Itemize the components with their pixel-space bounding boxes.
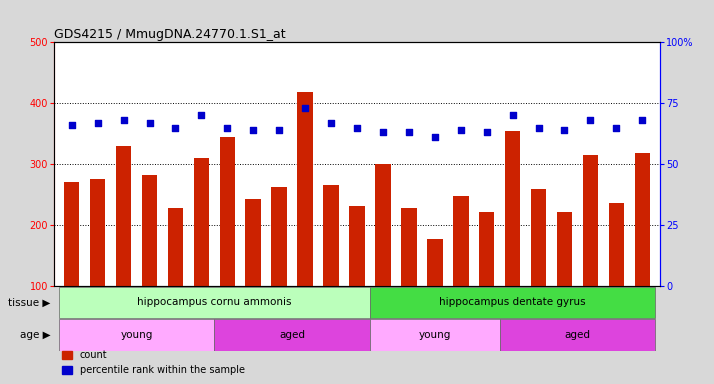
Bar: [90, 179, 106, 286]
Text: age ▶: age ▶: [20, 330, 51, 340]
Bar: [500, 319, 655, 351]
Bar: [635, 153, 650, 286]
Bar: [401, 208, 417, 286]
Bar: [453, 196, 468, 286]
Text: hippocampus dentate gyrus: hippocampus dentate gyrus: [439, 297, 586, 308]
Bar: [168, 208, 183, 286]
Point: [637, 117, 648, 123]
Point: [610, 124, 622, 131]
Bar: [116, 146, 131, 286]
Text: aged: aged: [565, 330, 590, 340]
Bar: [59, 287, 370, 318]
Text: young: young: [418, 330, 451, 340]
Bar: [323, 185, 339, 286]
Point: [273, 127, 285, 133]
Point: [118, 117, 129, 123]
Bar: [142, 175, 157, 286]
Text: hippocampus cornu ammonis: hippocampus cornu ammonis: [137, 297, 291, 308]
Point: [351, 124, 363, 131]
Bar: [64, 182, 79, 286]
Point: [585, 117, 596, 123]
Point: [170, 124, 181, 131]
Point: [66, 122, 77, 128]
Text: tissue ▶: tissue ▶: [8, 297, 51, 308]
Bar: [214, 319, 370, 351]
Bar: [608, 203, 624, 286]
Bar: [246, 199, 261, 286]
Text: GDS4215 / MmugDNA.24770.1.S1_at: GDS4215 / MmugDNA.24770.1.S1_at: [54, 28, 285, 41]
Bar: [297, 92, 313, 286]
Bar: [193, 158, 209, 286]
Text: aged: aged: [279, 330, 305, 340]
Bar: [349, 205, 365, 286]
Legend: count, percentile rank within the sample: count, percentile rank within the sample: [59, 346, 248, 379]
Bar: [557, 212, 572, 286]
Point: [429, 134, 441, 141]
Point: [196, 112, 207, 118]
Bar: [583, 155, 598, 286]
Bar: [219, 137, 235, 286]
Point: [92, 120, 104, 126]
Point: [455, 127, 466, 133]
Point: [144, 120, 155, 126]
Point: [248, 127, 259, 133]
Bar: [479, 212, 495, 286]
Bar: [59, 319, 214, 351]
Bar: [531, 189, 546, 286]
Bar: [271, 187, 287, 286]
Text: young: young: [121, 330, 153, 340]
Bar: [375, 164, 391, 286]
Bar: [370, 319, 500, 351]
Point: [481, 129, 493, 136]
Point: [533, 124, 544, 131]
Point: [377, 129, 388, 136]
Bar: [427, 238, 443, 286]
Point: [403, 129, 415, 136]
Point: [326, 120, 337, 126]
Point: [559, 127, 570, 133]
Bar: [505, 131, 521, 286]
Point: [299, 105, 311, 111]
Bar: [370, 287, 655, 318]
Point: [221, 124, 233, 131]
Point: [507, 112, 518, 118]
